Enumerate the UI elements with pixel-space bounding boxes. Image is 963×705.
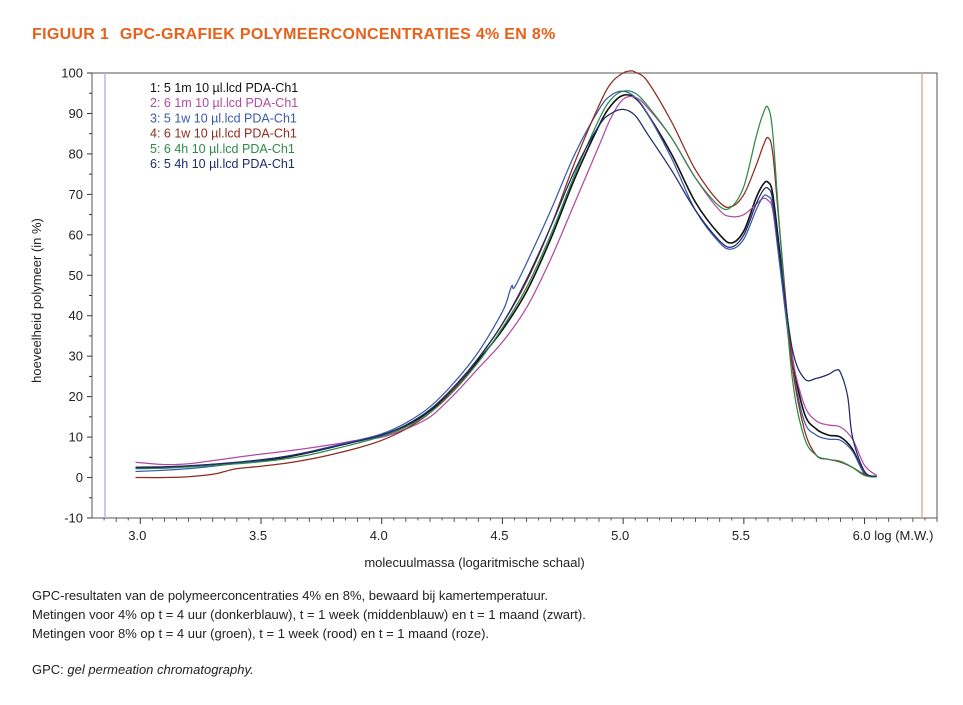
x-tick-label: 6.0 log (M.W.) <box>853 528 934 543</box>
series-line-6 <box>135 108 877 477</box>
caption-line-2: Metingen voor 4% op t = 4 uur (donkerbla… <box>32 607 586 622</box>
y-tick-label: 30 <box>69 349 83 364</box>
y-tick-label: -10 <box>64 511 83 526</box>
y-tick-label: 10 <box>69 430 83 445</box>
abbreviation-term: gel permeation chromatography. <box>67 662 254 677</box>
gpc-chart: -10 0 10 20 30 40 50 60 70 80 90 100 3.0 3.5 4.0 4.5 5.0… <box>29 66 938 570</box>
abbreviation-prefix: GPC: <box>32 662 68 677</box>
series-line-5 <box>135 90 877 478</box>
legend-entry-6: 6: 5 4h 10 µl.lcd PDA-Ch1 <box>150 157 295 171</box>
figure-number: FIGUUR 1 <box>32 26 110 43</box>
series-line-4 <box>135 70 877 479</box>
y-tick-label: 20 <box>69 389 83 404</box>
caption-line-1: GPC-resultaten van de polymeerconcentrat… <box>32 588 548 603</box>
y-tick-label: 100 <box>61 66 83 81</box>
x-tick-label: 4.0 <box>370 528 388 543</box>
y-tick-label: 40 <box>69 308 83 323</box>
figure-title-text: GPC-GRAFIEK POLYMEERCONCENTRATIES 4% EN … <box>119 26 556 43</box>
series-line-2 <box>135 95 878 477</box>
y-tick-label: 70 <box>69 187 83 202</box>
y-tick-label: 60 <box>69 227 83 242</box>
x-tick-label: 3.5 <box>249 528 267 543</box>
x-tick-label: 4.5 <box>490 528 508 543</box>
x-tick-label: 3.0 <box>128 528 146 543</box>
y-axis-label: hoeveelheid polymeer (in %) <box>29 218 44 383</box>
y-tick-label: 90 <box>69 106 83 121</box>
x-tick-label: 5.0 <box>611 528 629 543</box>
legend-entry-4: 4: 6 1w 10 µl.lcd PDA-Ch1 <box>150 127 297 141</box>
x-axis-label: molecuulmassa (logaritmische schaal) <box>364 555 584 570</box>
legend-entry-1: 1: 5 1m 10 µl.lcd PDA-Ch1 <box>150 81 298 95</box>
figure-title: FIGUUR 1 GPC-GRAFIEK POLYMEERCONCENTRATI… <box>32 26 556 44</box>
y-tick-label: 80 <box>69 146 83 161</box>
caption-line-3: Metingen voor 8% op t = 4 uur (groen), t… <box>32 626 490 641</box>
chart-axes: -10 0 10 20 30 40 50 60 70 80 90 100 3.0 3.5 4.0 4.5 5.0… <box>29 66 938 570</box>
legend-entry-2: 2: 6 1m 10 µl.lcd PDA-Ch1 <box>150 96 298 110</box>
legend-entry-3: 3: 5 1w 10 µl.lcd PDA-Ch1 <box>150 111 297 125</box>
chart-series <box>135 70 878 479</box>
legend-entry-5: 5: 6 4h 10 µl.lcd PDA-Ch1 <box>150 142 295 156</box>
caption-abbreviation: GPC: gel permeation chromatography. <box>32 660 586 679</box>
x-tick-label: 5.5 <box>732 528 750 543</box>
y-tick-label: 0 <box>76 470 83 485</box>
y-tick-label: 50 <box>69 268 83 283</box>
figure-caption: GPC-resultaten van de polymeerconcentrat… <box>32 586 586 679</box>
